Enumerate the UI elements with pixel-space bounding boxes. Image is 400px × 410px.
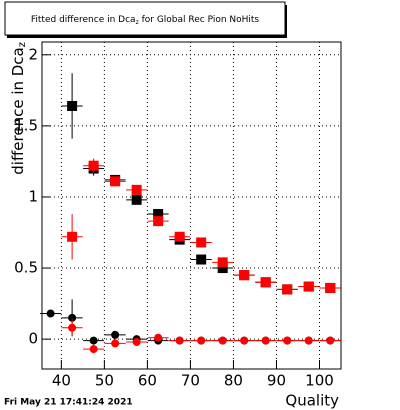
y-label-main: difference in Dca	[9, 47, 27, 175]
marker	[110, 176, 121, 187]
title-box	[4, 1, 286, 36]
x-tick-label: 50	[95, 372, 114, 390]
y-tick-label: 2	[28, 45, 38, 63]
marker	[303, 281, 314, 292]
marker	[240, 336, 249, 345]
y-tick-label: 1	[28, 187, 38, 205]
title-tail: for Global Rec Pion NoHits	[139, 15, 260, 25]
marker	[89, 345, 98, 354]
marker	[68, 323, 77, 332]
x-axis-label: Quality	[285, 392, 339, 410]
y-axis-label: difference in Dcaz	[9, 42, 29, 175]
marker	[326, 336, 335, 345]
marker	[111, 339, 120, 348]
marker	[131, 194, 142, 205]
marker	[283, 336, 292, 345]
x-tick-label: 80	[224, 372, 243, 390]
marker	[68, 313, 77, 322]
x-tick-label: 70	[181, 372, 200, 390]
y-label-sub: z	[17, 42, 28, 47]
marker	[46, 309, 55, 318]
marker	[217, 257, 228, 268]
marker	[196, 237, 207, 248]
marker	[153, 209, 164, 220]
marker	[175, 336, 184, 345]
title-sub: z	[136, 19, 139, 26]
plot-frame	[41, 41, 342, 370]
x-tick-label: 90	[267, 372, 286, 390]
marker	[132, 337, 141, 346]
marker	[304, 336, 313, 345]
marker	[67, 231, 78, 242]
chart-title: Fitted difference in Dcaz for Global Rec…	[31, 15, 260, 26]
marker	[282, 284, 293, 295]
marker	[260, 277, 271, 288]
marker	[218, 336, 227, 345]
x-tick-label: 60	[138, 372, 157, 390]
marker	[89, 336, 98, 345]
marker	[174, 231, 185, 242]
y-tick-label: 1.5	[14, 116, 38, 134]
marker	[154, 333, 163, 342]
marker	[88, 160, 99, 171]
marker	[153, 216, 164, 227]
marker	[111, 330, 120, 339]
timestamp: Fri May 21 17:41:24 2021	[4, 398, 133, 408]
marker	[325, 282, 336, 293]
x-tick-label: 100	[305, 372, 334, 390]
marker	[217, 263, 228, 274]
x-tick-label: 40	[52, 372, 71, 390]
marker	[261, 336, 270, 345]
y-tick-label: 0	[28, 330, 38, 348]
marker	[196, 254, 207, 265]
y-tick-label: 0.5	[14, 259, 38, 277]
marker	[131, 184, 142, 195]
title-main: Fitted difference in Dca	[31, 15, 136, 25]
marker	[197, 336, 206, 345]
marker	[67, 100, 78, 111]
marker	[239, 270, 250, 281]
